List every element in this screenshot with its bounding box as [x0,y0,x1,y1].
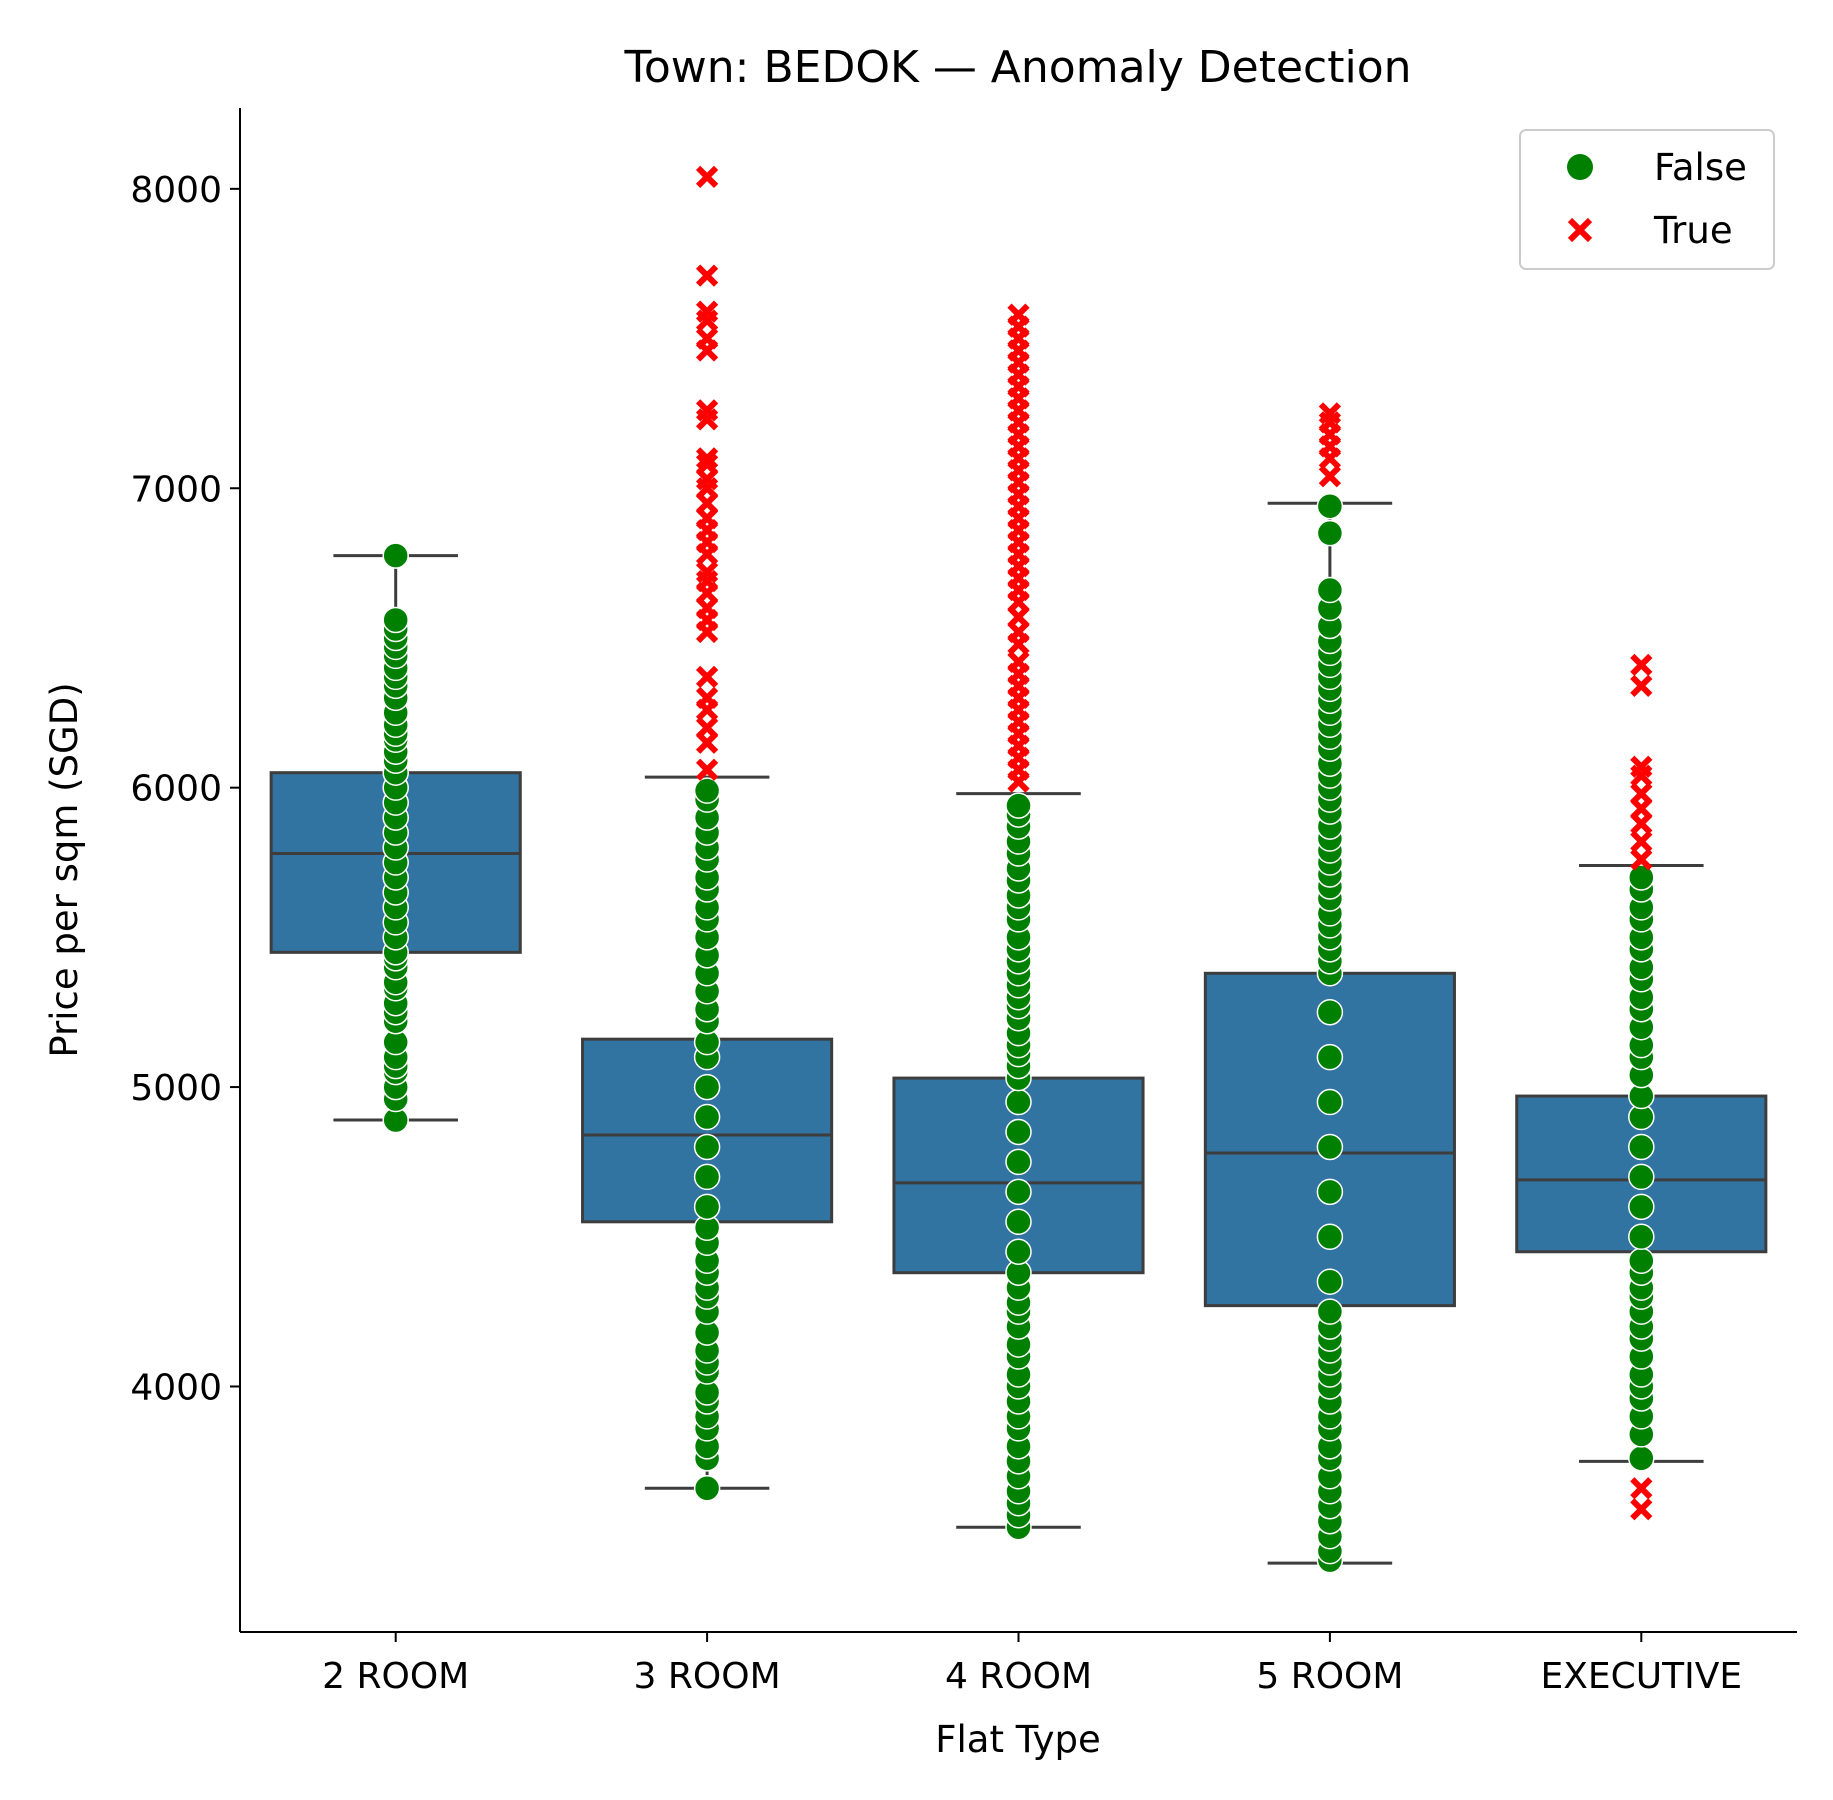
point-normal-3-room [693,777,721,804]
point-anomaly-executive [1630,848,1653,871]
point-anomaly-3-room [695,447,719,470]
point-anomaly-5-room [1318,402,1342,425]
point-normal-5-room [1316,519,1344,547]
point-normal-executive [1628,1133,1655,1161]
point-normal-4-room [1005,792,1032,819]
point-normal-4-room [1005,1238,1032,1265]
point-normal-2-room [382,606,409,634]
y-tick-label: 5000 [130,1068,222,1109]
plot-area [269,165,1768,1574]
point-normal-executive [1628,864,1655,891]
point-anomaly-executive [1630,755,1653,778]
legend-false-marker [1567,154,1593,180]
point-normal-5-room [1316,1298,1344,1325]
point-normal-5-room [1316,998,1344,1026]
x-tick-label-4-room: 4 ROOM [945,1656,1092,1697]
x-tick-label-executive: EXECUTIVE [1540,1656,1742,1697]
point-normal-5-room [1316,492,1344,520]
axes: 4000 5000 6000 7000 8000 2 ROOM 3 ROOM 4 ROOM 5… [130,108,1797,1697]
y-tick-label: 4000 [130,1367,222,1408]
point-anomaly-3-room [695,399,719,422]
point-normal-4-room [1005,1088,1032,1116]
point-normal-3-room [693,1133,721,1161]
point-anomaly-3-room [695,686,719,709]
point-anomaly-5-room [1318,465,1342,488]
point-anomaly-executive [1630,830,1653,853]
y-ticks: 4000 5000 6000 7000 8000 [130,170,240,1408]
point-normal-5-room [1316,1223,1344,1251]
point-anomaly-3-room [695,665,719,689]
chart-title: Town: BEDOK — Anomaly Detection [623,42,1411,93]
point-normal-5-room [1316,1133,1344,1161]
point-normal-4-room [1005,1208,1032,1236]
point-normal-4-room [1005,1178,1032,1206]
legend: False True [1519,129,1775,270]
point-anomaly-3-room [695,327,719,350]
point-anomaly-executive [1630,1477,1653,1500]
point-normal-5-room [1316,1268,1344,1295]
point-normal-5-room [1316,1088,1344,1116]
point-normal-5-room [1316,1178,1344,1206]
point-anomaly-3-room [695,560,719,584]
x-tick-label-5-room: 5 ROOM [1256,1656,1403,1697]
point-anomaly-executive [1630,653,1653,677]
point-anomaly-executive [1630,782,1653,805]
point-layer [382,165,1655,1574]
point-anomaly-4-room [1007,303,1030,326]
legend-true-label: True [1653,209,1733,252]
legend-false-label: False [1654,146,1747,189]
point-normal-executive [1628,1193,1655,1221]
x-ticks: 2 ROOM 3 ROOM 4 ROOM 5 ROOM EXECUTIVE [322,1632,1742,1697]
point-anomaly-executive [1630,674,1653,697]
point-normal-3-room [693,1073,721,1101]
point-normal-3-room [693,1103,721,1131]
point-normal-3-room [693,1163,721,1191]
point-normal-3-room [693,1193,721,1221]
point-normal-4-room [1005,1118,1032,1146]
y-tick-label: 6000 [130,769,222,810]
legend-true-marker [1567,217,1593,243]
point-anomaly-4-room [1007,650,1030,674]
y-tick-label: 7000 [130,469,222,510]
point-anomaly-3-room [695,758,719,781]
point-normal-5-room [1316,1043,1344,1071]
point-normal-2-room [382,542,409,569]
point-anomaly-3-room [695,453,719,476]
point-normal-executive [1628,1445,1655,1472]
point-normal-5-room [1316,576,1344,604]
point-normal-3-room [693,1475,721,1502]
x-axis-label: Flat Type [935,1718,1101,1761]
point-anomaly-executive [1630,1498,1653,1521]
point-normal-4-room [1005,1148,1032,1176]
y-tick-label: 8000 [130,170,222,211]
point-anomaly-3-room [695,165,719,188]
y-axis-label: Price per sqm (SGD) [43,682,86,1057]
point-normal-executive [1628,1223,1655,1251]
point-anomaly-3-room [695,264,719,287]
point-normal-executive [1628,1163,1655,1191]
x-tick-label-3-room: 3 ROOM [634,1656,781,1697]
point-normal-executive [1628,1247,1655,1274]
point-anomaly-3-room [695,716,719,739]
point-anomaly-3-room [695,300,719,323]
x-tick-label-2-room: 2 ROOM [322,1656,469,1697]
